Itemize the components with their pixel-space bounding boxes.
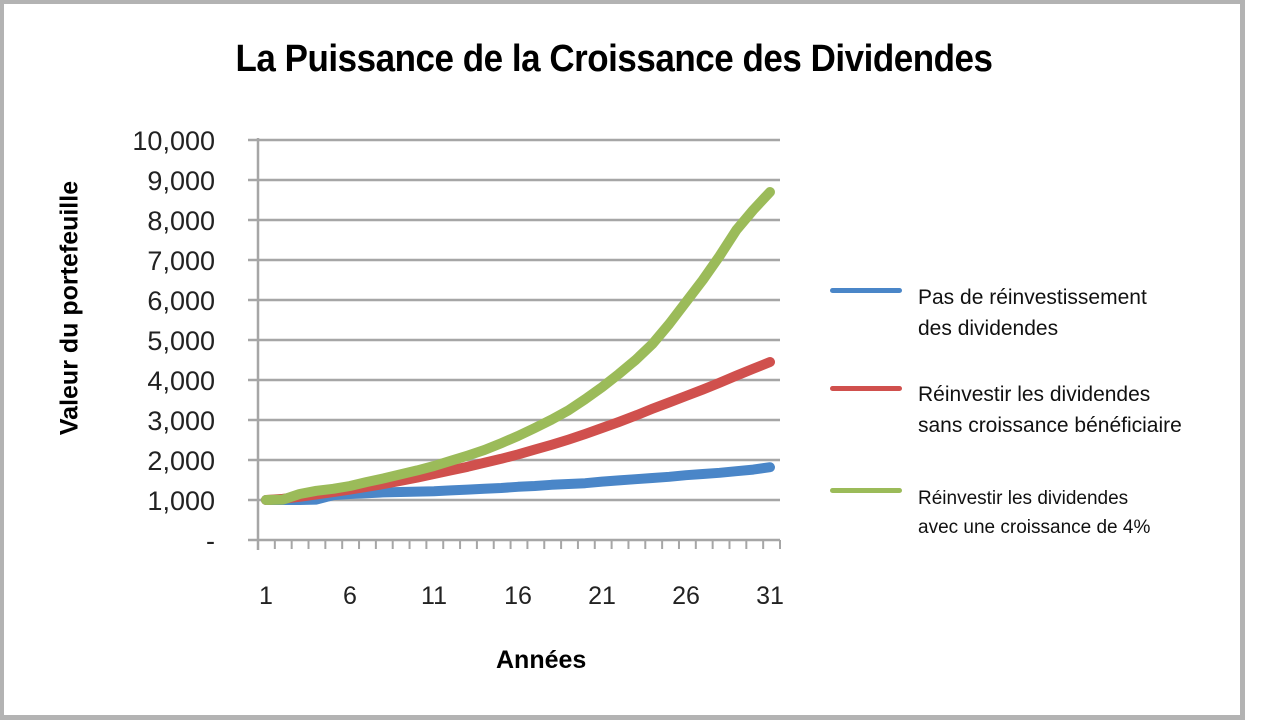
legend-label: Pas de réinvestissement des dividendes <box>918 286 1147 340</box>
svg-text:31: 31 <box>756 582 784 610</box>
chart-title: La Puissance de la Croissance des Divide… <box>235 38 993 80</box>
svg-text:6: 6 <box>343 582 357 610</box>
legend-swatch-red-icon <box>830 386 902 391</box>
svg-text:8,000: 8,000 <box>147 206 215 236</box>
svg-text:2,000: 2,000 <box>147 446 215 476</box>
axes <box>256 138 781 550</box>
svg-text:-: - <box>206 526 215 556</box>
svg-text:11: 11 <box>421 582 447 610</box>
svg-text:1: 1 <box>259 582 273 610</box>
x-tick-labels: 1 6 11 16 21 26 31 <box>259 582 784 610</box>
legend-swatch-green-icon <box>830 488 902 493</box>
svg-text:1,000: 1,000 <box>147 486 215 516</box>
chart-frame <box>0 0 1245 720</box>
svg-text:9,000: 9,000 <box>147 166 215 196</box>
svg-text:6,000: 6,000 <box>147 286 215 316</box>
legend-label: Réinvestir les dividendes sans croissanc… <box>918 383 1182 437</box>
legend-label: Réinvestir les dividendes avec une crois… <box>918 488 1151 538</box>
svg-text:5,000: 5,000 <box>147 326 215 356</box>
gridlines <box>248 138 780 542</box>
svg-text:10,000: 10,000 <box>132 126 215 156</box>
svg-text:26: 26 <box>672 582 700 610</box>
svg-text:3,000: 3,000 <box>147 406 215 436</box>
y-tick-labels: - 1,000 2,000 3,000 4,000 5,000 6,000 7,000 8,00… <box>132 126 215 556</box>
svg-text:21: 21 <box>588 582 616 610</box>
data-series <box>261 187 775 505</box>
svg-text:4,000: 4,000 <box>147 366 215 396</box>
svg-text:7,000: 7,000 <box>147 246 215 276</box>
legend-swatch-blue-icon <box>830 288 902 293</box>
x-axis-label: Années <box>496 646 587 674</box>
svg-text:16: 16 <box>504 582 532 610</box>
